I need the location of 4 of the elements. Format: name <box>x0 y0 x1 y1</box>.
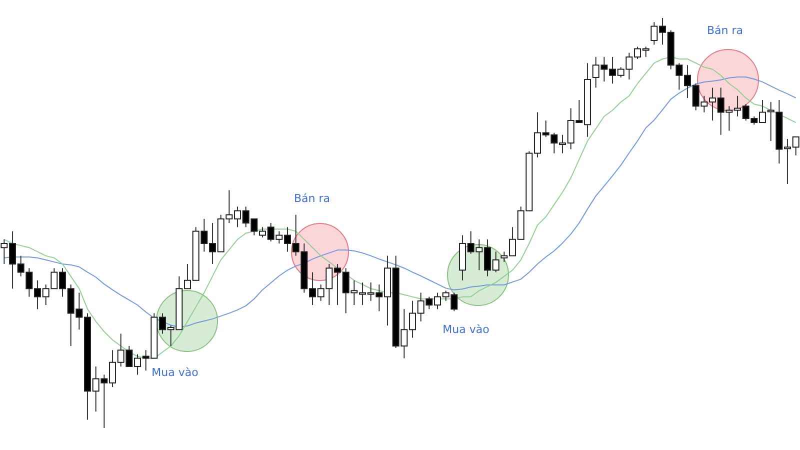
annotation: Mua vào <box>152 366 198 379</box>
annotation: Bán ra <box>706 24 744 37</box>
annotation: Mua vào <box>442 323 490 336</box>
annotation: Bán ra <box>294 192 330 205</box>
